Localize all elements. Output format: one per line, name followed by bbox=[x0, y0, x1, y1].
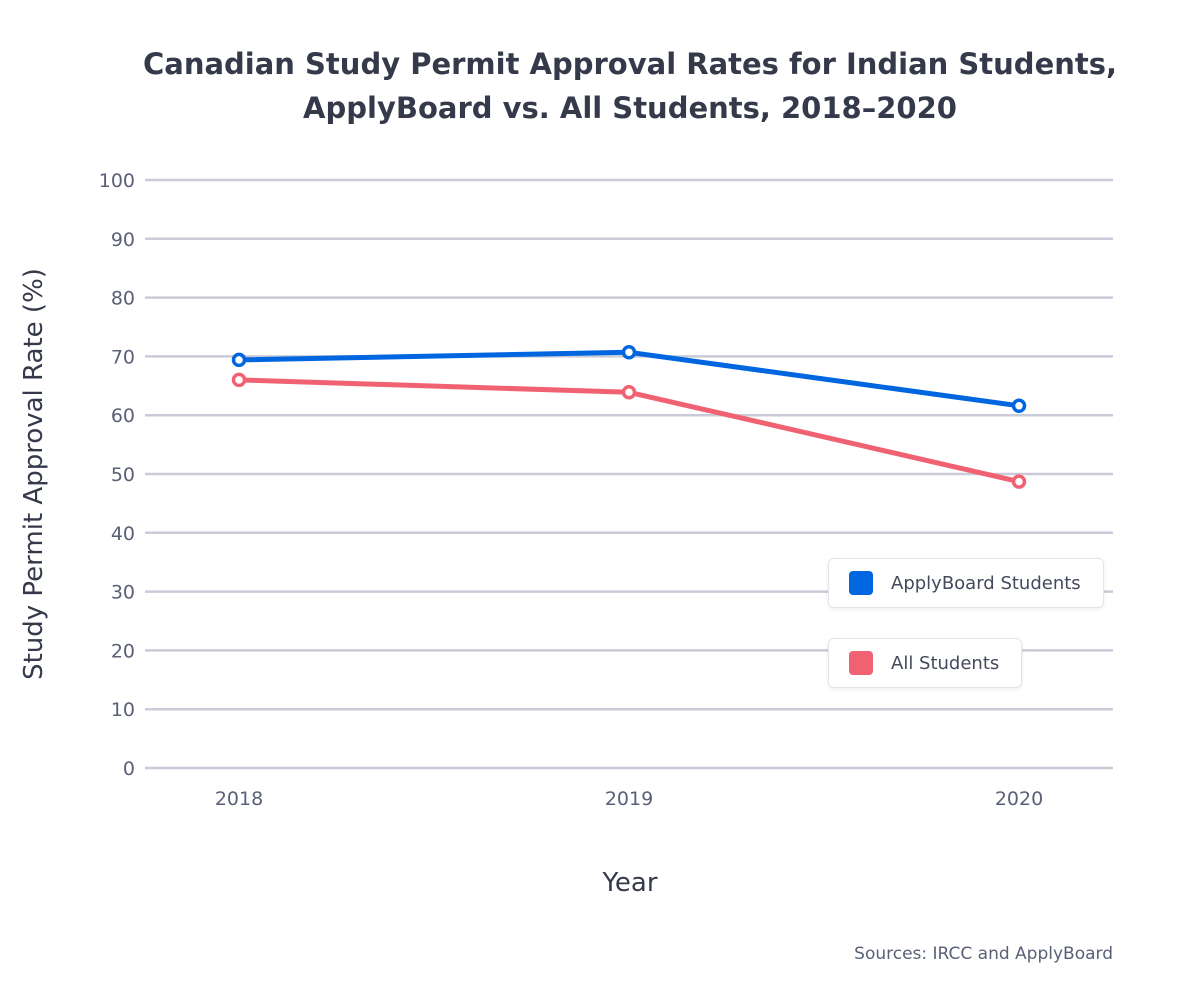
y-axis-label: Study Permit Approval Rate (%) bbox=[19, 268, 49, 680]
data-point-1-2 bbox=[1011, 474, 1027, 489]
y-tick-label: 80 bbox=[111, 288, 135, 310]
y-tick-label: 100 bbox=[99, 170, 135, 192]
y-tick-label: 90 bbox=[111, 229, 135, 251]
data-point-0-1 bbox=[621, 345, 637, 360]
x-tick-label: 2020 bbox=[995, 788, 1043, 810]
y-tick-label: 0 bbox=[123, 758, 135, 780]
legend-item-all-students: All Students bbox=[828, 638, 1023, 688]
data-point-0-2 bbox=[1011, 398, 1027, 414]
legend-swatch bbox=[849, 651, 873, 675]
x-tick-label: 2018 bbox=[215, 788, 263, 810]
chart-title: Canadian Study Permit Approval Rates for… bbox=[0, 42, 1200, 130]
title-line-2: ApplyBoard vs. All Students, 2018–2020 bbox=[303, 91, 957, 125]
y-tick-label: 30 bbox=[111, 582, 135, 604]
y-tick-label: 10 bbox=[111, 699, 135, 721]
source-note: Sources: IRCC and ApplyBoard bbox=[854, 944, 1113, 964]
x-axis-label: Year bbox=[601, 868, 657, 898]
y-tick-label: 60 bbox=[111, 405, 135, 427]
y-tick-label: 20 bbox=[111, 640, 135, 662]
legend-item-applyboard: ApplyBoard Students bbox=[828, 558, 1104, 608]
data-point-1-1 bbox=[621, 385, 637, 400]
data-point-0-0 bbox=[231, 352, 247, 368]
legend-label: ApplyBoard Students bbox=[891, 572, 1081, 594]
x-tick-label: 2019 bbox=[605, 788, 653, 810]
title-line-1: Canadian Study Permit Approval Rates for… bbox=[142, 47, 1118, 81]
legend-swatch bbox=[849, 571, 873, 595]
y-tick-label: 40 bbox=[111, 523, 135, 545]
y-tick-label: 50 bbox=[111, 464, 135, 486]
y-tick-label: 70 bbox=[111, 346, 135, 368]
data-point-1-0 bbox=[231, 372, 247, 388]
legend-label: All Students bbox=[891, 652, 1000, 674]
